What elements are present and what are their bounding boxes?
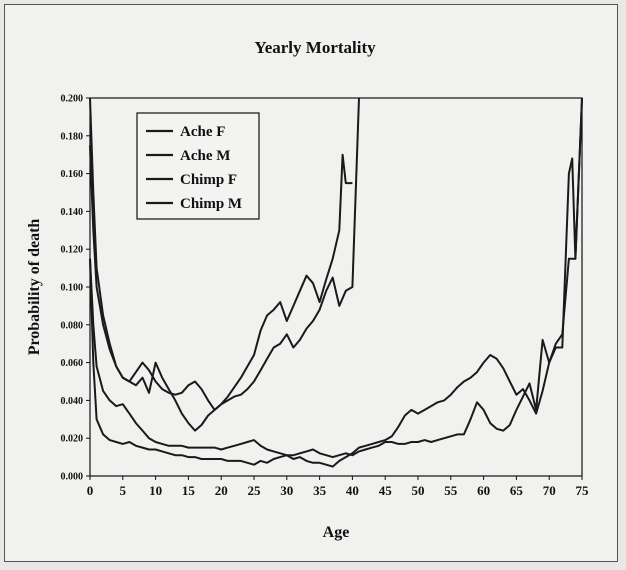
- mortality-chart: Yearly Mortality 0.0000.0200.0400.0600.0…: [26, 38, 589, 541]
- y-tick-label: 0.160: [61, 169, 84, 180]
- y-tick-label: 0.100: [61, 283, 84, 294]
- x-tick-label: 35: [313, 483, 327, 498]
- y-axis-ticks: 0.000 0.020 0.040 0.060 0.080 0.100 0.120 0.140…: [61, 94, 90, 483]
- x-tick-label: 45: [379, 483, 393, 498]
- x-tick-label: 15: [182, 483, 196, 498]
- x-tick-label: 20: [215, 483, 228, 498]
- y-tick-label: 0.020: [61, 434, 84, 445]
- x-axis-ticks: 0 5 10 15 20 25 30 35 40 45 50 55 60 65 70 75: [87, 476, 589, 498]
- series-line-ache-f: [89, 97, 583, 468]
- chart-frame: Yearly Mortality 0.000 0.020 0.040 0.060 0.0…: [4, 4, 618, 562]
- x-tick-label: 10: [149, 483, 162, 498]
- x-tick-label: 65: [510, 483, 524, 498]
- x-tick-label: 25: [248, 483, 262, 498]
- y-axis-label: Probability of death: [26, 219, 43, 356]
- y-tick-label: 0.060: [61, 358, 84, 369]
- legend-items: Ache F Ache M Chimp F Chimp M: [146, 124, 242, 212]
- legend-label: Ache M: [180, 148, 230, 164]
- x-tick-label: 50: [412, 483, 425, 498]
- x-tick-label: 0: [87, 483, 94, 498]
- y-tick-label: 0.180: [61, 131, 84, 142]
- x-tick-label: 70: [543, 483, 556, 498]
- y-tick-label: 0.140: [61, 207, 84, 218]
- y-tick-label: 0.200: [61, 94, 84, 105]
- legend: Ache F Ache M Chimp F Chimp M: [136, 112, 260, 220]
- x-tick-label: 5: [120, 483, 127, 498]
- x-tick-label: 60: [477, 483, 490, 498]
- series-lines: [89, 97, 583, 468]
- x-tick-label: 30: [280, 483, 293, 498]
- series-line-ache-m: [89, 97, 583, 459]
- y-tick-label: 0.000: [61, 472, 84, 483]
- y-tick-label: 0.120: [61, 245, 84, 256]
- legend-label: Ache F: [180, 124, 225, 140]
- series-line-chimp-m: [89, 97, 360, 432]
- chart-title: Yearly Mortality: [254, 38, 376, 57]
- y-tick-label: 0.080: [61, 320, 84, 331]
- y-tick-label: 0.040: [61, 396, 84, 407]
- x-axis-label: Age: [323, 524, 350, 541]
- legend-label: Chimp F: [180, 172, 237, 188]
- legend-label: Chimp M: [180, 196, 242, 212]
- x-tick-label: 40: [346, 483, 359, 498]
- x-tick-label: 75: [576, 483, 590, 498]
- x-tick-label: 55: [444, 483, 458, 498]
